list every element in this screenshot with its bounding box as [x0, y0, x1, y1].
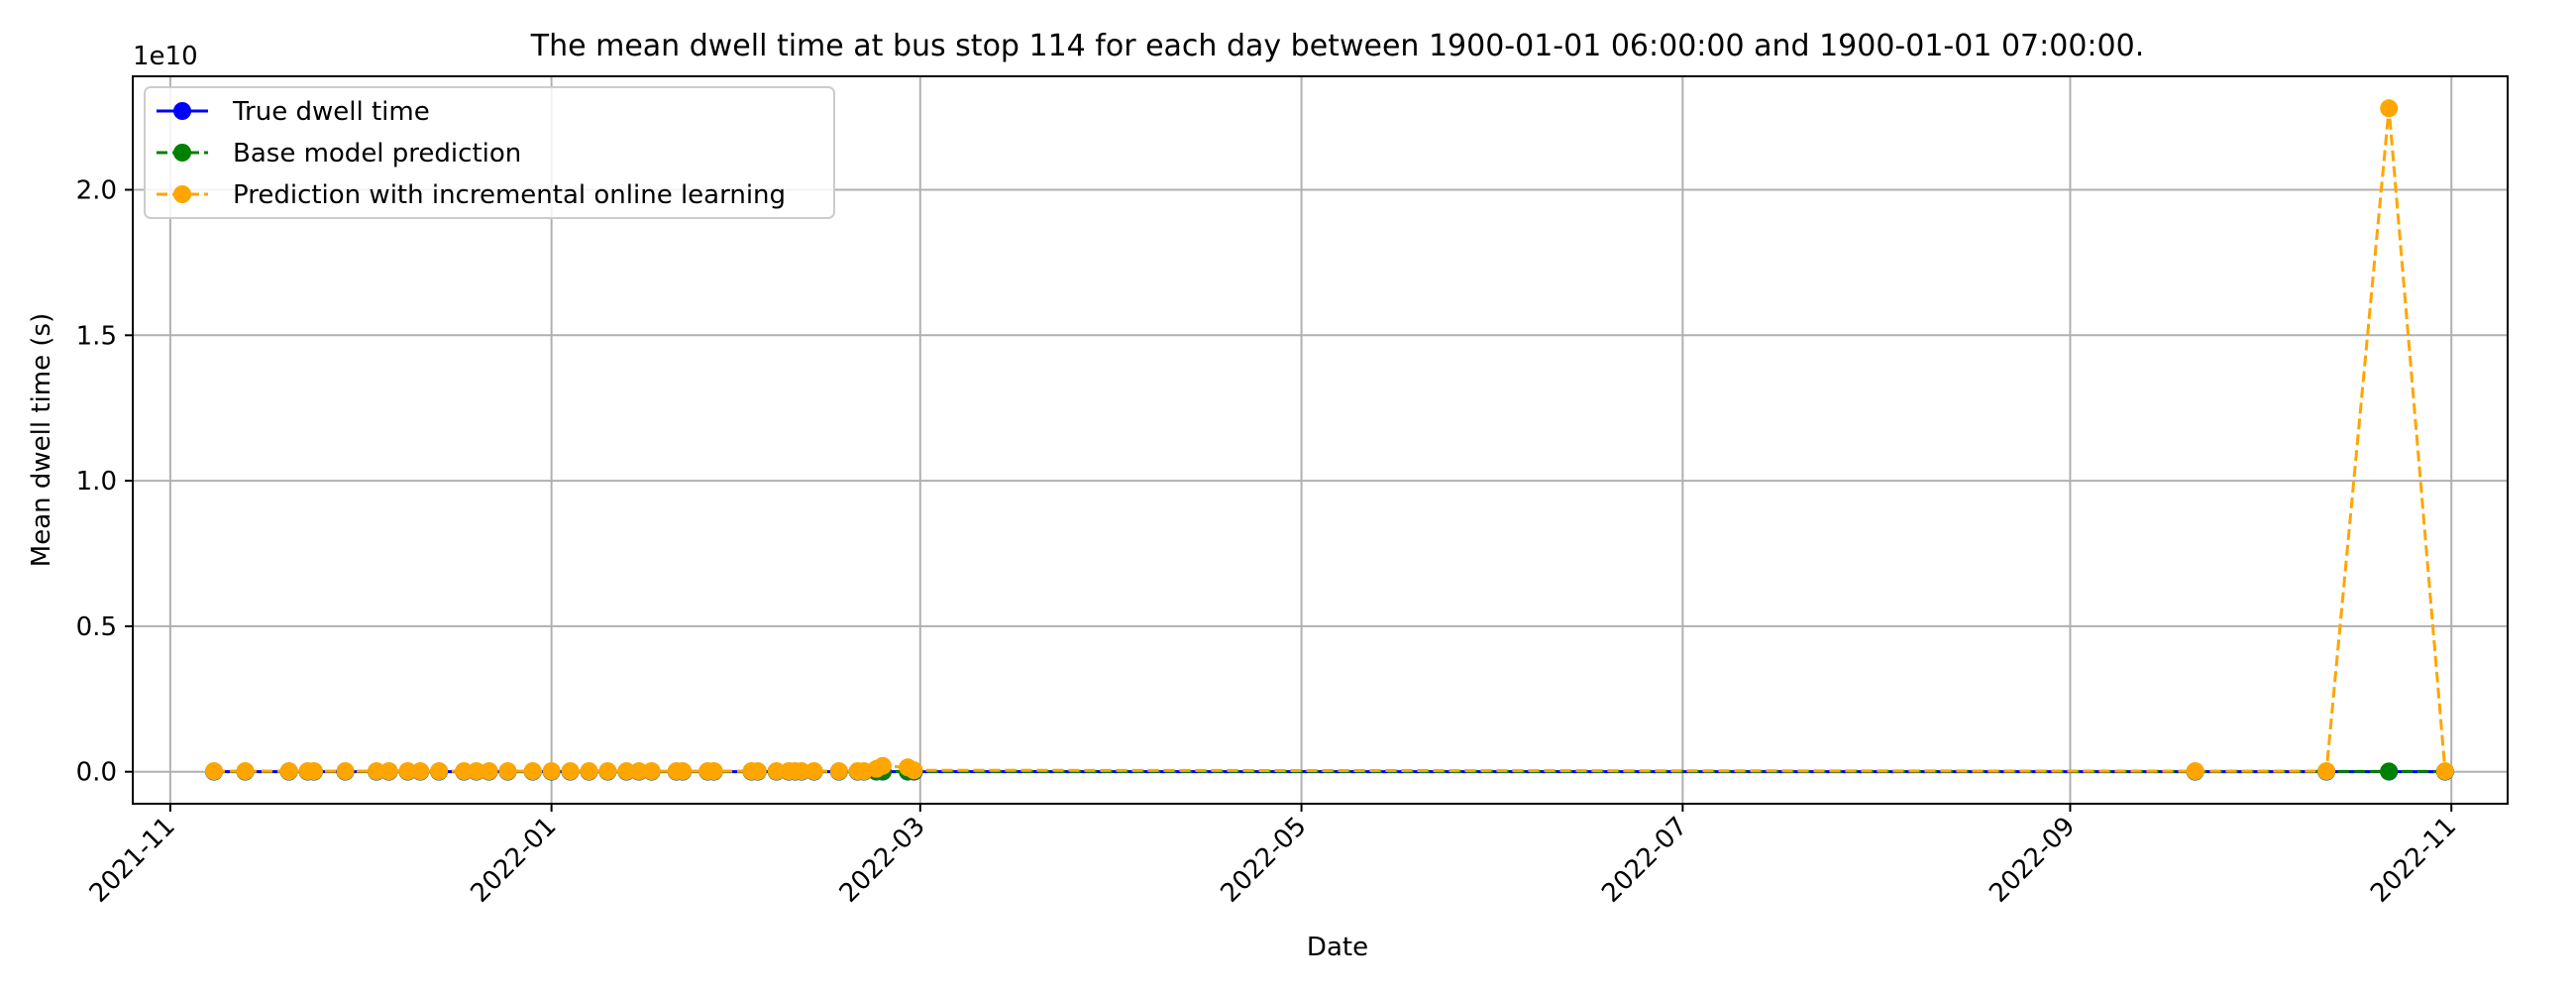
data-point-prediction-with-incremental-online-learning [617, 762, 636, 781]
data-point-prediction-with-incremental-online-learning [205, 762, 223, 781]
legend-item-online-learning: Prediction with incremental online learn… [157, 180, 786, 210]
data-point-prediction-with-incremental-online-learning [2186, 762, 2204, 781]
y-axis-label: Mean dwell time (s) [27, 313, 56, 567]
data-point-prediction-with-incremental-online-learning [455, 762, 474, 781]
y-tick-label: 2.0 [76, 176, 117, 206]
data-point-prediction-with-incremental-online-learning [805, 762, 823, 781]
data-point-prediction-with-incremental-online-learning [379, 762, 398, 781]
data-point-prediction-with-incremental-online-learning [2435, 762, 2454, 781]
legend-item-base-model: Base model prediction [157, 139, 521, 168]
series-layer [205, 99, 2454, 781]
legend-box [144, 86, 835, 219]
y-tick-label: 1.0 [76, 467, 117, 497]
data-point-prediction-with-incremental-online-learning [561, 762, 580, 781]
data-point-prediction-with-incremental-online-learning [480, 762, 498, 781]
legend-item-true-dwell-time: True dwell time [157, 97, 430, 127]
data-point-prediction-with-incremental-online-learning [279, 762, 298, 781]
data-point-prediction-with-incremental-online-learning [368, 762, 385, 781]
data-point-prediction-with-incremental-online-learning [304, 762, 323, 781]
data-point-prediction-with-incremental-online-learning [523, 762, 542, 781]
data-point-prediction-with-incremental-online-learning [498, 762, 517, 781]
data-point-prediction-with-incremental-online-learning [642, 762, 661, 781]
data-point-prediction-with-incremental-online-learning [2380, 99, 2399, 118]
legend-label-online: Prediction with incremental online learn… [233, 180, 786, 210]
y-tick-label: 0.5 [76, 612, 117, 642]
data-point-prediction-with-incremental-online-learning [542, 762, 561, 781]
data-point-prediction-with-incremental-online-learning [336, 762, 355, 781]
x-axis-label: Date [1307, 933, 1368, 962]
data-point-prediction-with-incremental-online-learning [767, 762, 786, 781]
data-point-prediction-with-incremental-online-learning [2317, 762, 2336, 781]
data-point-prediction-with-incremental-online-learning [580, 762, 598, 781]
y-tick-label: 1.5 [76, 321, 117, 351]
y-axis-offset-label: 1e10 [133, 42, 198, 71]
data-point-prediction-with-incremental-online-learning [905, 761, 923, 780]
chart-title: The mean dwell time at bus stop 114 for … [530, 29, 2144, 63]
data-point-prediction-with-incremental-online-learning [598, 762, 617, 781]
data-point-prediction-with-incremental-online-learning [674, 762, 693, 781]
data-point-prediction-with-incremental-online-learning [411, 762, 430, 781]
legend-marker-true [173, 102, 191, 120]
y-tick-label: 0.0 [76, 758, 117, 788]
data-point-prediction-with-incremental-online-learning [236, 762, 255, 781]
data-point-prediction-with-incremental-online-learning [398, 762, 417, 781]
data-point-prediction-with-incremental-online-learning [792, 762, 810, 781]
data-point-prediction-with-incremental-online-learning [829, 762, 848, 781]
legend-marker-base [173, 144, 191, 162]
legend-marker-online [173, 185, 191, 203]
data-point-prediction-with-incremental-online-learning [629, 762, 648, 781]
y-axis: 0.0 0.5 1.0 1.5 2.0 [76, 176, 133, 788]
series-prediction-with-incremental-online-learning [205, 99, 2454, 781]
plot-frame [132, 75, 2509, 805]
data-point-prediction-with-incremental-online-learning [430, 762, 449, 781]
legend-label-true: True dwell time [232, 97, 430, 127]
data-point-prediction-with-incremental-online-learning [748, 762, 767, 781]
legend: True dwell time Base model prediction Pr… [144, 86, 835, 219]
data-point-base-model-prediction [2380, 762, 2399, 781]
data-point-prediction-with-incremental-online-learning [873, 756, 892, 775]
legend-label-base: Base model prediction [233, 139, 521, 168]
data-point-prediction-with-incremental-online-learning [467, 762, 485, 781]
data-point-prediction-with-incremental-online-learning [704, 762, 723, 781]
